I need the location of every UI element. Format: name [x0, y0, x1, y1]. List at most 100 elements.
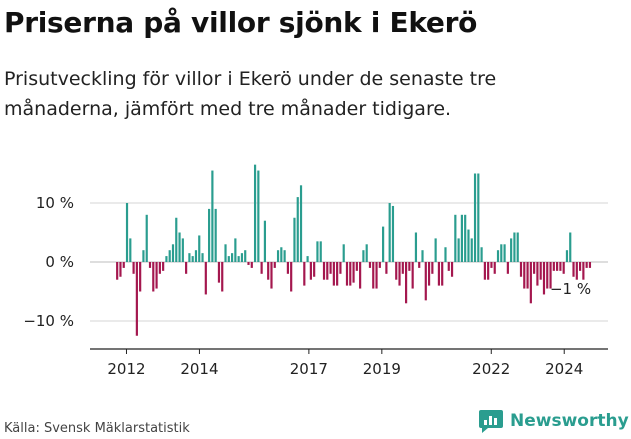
- bar: [562, 262, 565, 274]
- bar: [500, 244, 503, 262]
- bar: [533, 262, 536, 274]
- y-tick-label: −10 %: [23, 312, 74, 330]
- bar: [181, 238, 184, 262]
- bar: [523, 262, 526, 289]
- bar: [349, 262, 352, 286]
- bar: [339, 262, 342, 274]
- bar: [208, 208, 211, 262]
- bar: [135, 262, 138, 336]
- bar: [579, 262, 582, 271]
- bar-chart: 10 % 0 % −10 % 2012 2014 2017 2019 2022 2024 −1 %: [23, 164, 608, 378]
- bar: [152, 262, 155, 292]
- bar: [306, 256, 309, 262]
- bar: [372, 262, 375, 289]
- bar: [483, 262, 486, 280]
- source-note: Källa: Svensk Mäklarstatistik: [4, 421, 190, 436]
- axis-labels: 10 % 0 % −10 % 2012 2014 2017 2019 2022 2024 −1 %: [23, 194, 591, 378]
- bar: [145, 214, 148, 262]
- bar: [546, 262, 549, 289]
- bar: [411, 262, 414, 289]
- bar: [585, 262, 588, 268]
- bar: [263, 220, 267, 262]
- bar: [119, 262, 122, 277]
- bar: [441, 262, 444, 286]
- bar: [250, 262, 253, 268]
- bar: [391, 205, 395, 262]
- bar: [582, 262, 585, 280]
- bar: [345, 262, 349, 286]
- bar: [496, 250, 500, 262]
- bar: [280, 247, 283, 262]
- bar: [355, 262, 358, 271]
- bar: [185, 262, 188, 274]
- bar: [165, 256, 168, 262]
- bar: [129, 238, 132, 262]
- bar: [368, 262, 372, 268]
- bar: [276, 250, 280, 262]
- bar: [273, 262, 276, 268]
- bar: [178, 232, 181, 262]
- bar: [211, 170, 214, 262]
- bar: [539, 262, 542, 280]
- bar: [408, 262, 411, 271]
- bar: [125, 203, 129, 262]
- bar: [460, 214, 463, 262]
- bar: [516, 232, 519, 262]
- bar: [293, 217, 296, 262]
- bar: [375, 262, 378, 289]
- bar: [158, 262, 161, 274]
- bar: [565, 250, 569, 262]
- bar: [506, 262, 509, 274]
- bar: [139, 262, 142, 292]
- bar: [352, 262, 355, 283]
- bar: [122, 262, 125, 268]
- bar: [253, 164, 257, 262]
- bar: [237, 256, 240, 262]
- bar: [362, 250, 365, 262]
- bar: [267, 262, 270, 280]
- bar: [240, 253, 244, 262]
- bar: [378, 262, 381, 268]
- bar: [437, 262, 441, 286]
- bar: [201, 253, 204, 262]
- bar: [556, 262, 559, 271]
- bars: [116, 164, 592, 336]
- bar: [457, 238, 460, 262]
- chart-title: Priserna på villor sjönk i Ekerö: [4, 6, 478, 39]
- bar: [398, 262, 401, 286]
- bar: [132, 262, 135, 274]
- bar: [480, 247, 483, 262]
- bar: [260, 262, 263, 274]
- bar: [227, 256, 230, 262]
- bar: [404, 262, 408, 304]
- bar: [424, 262, 427, 301]
- bar: [473, 173, 477, 262]
- bar: [322, 262, 326, 280]
- bar: [513, 232, 516, 262]
- bar: [470, 238, 473, 262]
- chart-subtitle: Prisutveckling för villor i Ekerö under …: [4, 68, 497, 120]
- bar: [290, 262, 293, 292]
- bar: [224, 244, 227, 262]
- bar: [296, 197, 299, 262]
- bar: [395, 262, 398, 280]
- bar: [342, 244, 345, 262]
- bar: [336, 262, 339, 286]
- bar: [427, 262, 431, 286]
- bar: [204, 262, 207, 295]
- bar: [418, 262, 421, 268]
- last-value-label: −1 %: [550, 280, 591, 298]
- bar: [536, 262, 539, 286]
- bar: [326, 262, 329, 280]
- bar: [171, 244, 175, 262]
- bar: [572, 262, 575, 277]
- bar: [244, 250, 247, 262]
- bar: [234, 238, 237, 262]
- bar: [286, 262, 289, 274]
- bar: [450, 262, 454, 277]
- bar: [214, 208, 217, 262]
- bar: [175, 217, 178, 262]
- bar: [162, 262, 165, 271]
- bar: [385, 262, 388, 274]
- bar: [191, 256, 194, 262]
